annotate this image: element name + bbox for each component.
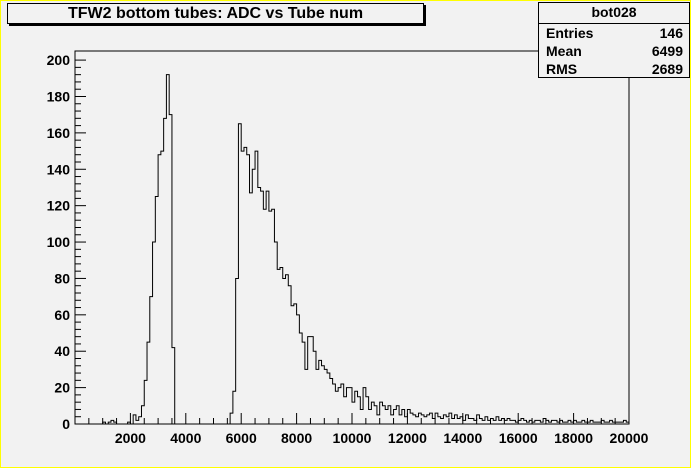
y-tick-label: 160: [47, 125, 71, 141]
stats-label: Entries: [546, 25, 594, 41]
y-tick-label: 80: [54, 270, 70, 286]
y-tick-label: 40: [54, 343, 70, 359]
stats-histogram-name: bot028: [539, 3, 689, 24]
x-tick-label: 8000: [281, 430, 312, 446]
y-tick-label: 200: [47, 52, 71, 68]
stats-row-rms: RMS 2689: [539, 60, 689, 78]
stats-value: 6499: [651, 43, 683, 59]
stats-box: bot028 Entries 146 Mean 6499 RMS 2689: [538, 2, 690, 78]
y-tick-label: 140: [47, 161, 71, 177]
x-tick-label: 14000: [443, 430, 482, 446]
x-tick-label: 2000: [115, 430, 146, 446]
histogram-line: [75, 74, 629, 425]
x-tick-label: 10000: [333, 430, 372, 446]
stats-value: 146: [659, 25, 683, 41]
plot-frame: [74, 50, 630, 425]
y-tick-label: 20: [54, 380, 70, 396]
y-tick-label: 100: [47, 234, 71, 250]
stats-value: 2689: [651, 61, 683, 77]
stats-row-entries: Entries 146: [539, 24, 689, 42]
x-tick-label: 4000: [170, 430, 201, 446]
y-tick-label: 60: [54, 307, 70, 323]
x-tick-label: 12000: [388, 430, 427, 446]
stats-label: Mean: [546, 43, 582, 59]
y-tick-label: 120: [47, 198, 71, 214]
x-tick-label: 18000: [554, 430, 593, 446]
x-tick-label: 20000: [610, 430, 649, 446]
stats-label: RMS: [546, 61, 578, 77]
chart-title: TFW2 bottom tubes: ADC vs Tube num: [7, 3, 424, 24]
x-tick-label: 16000: [499, 430, 538, 446]
x-tick-label: 6000: [226, 430, 257, 446]
y-tick-label: 180: [47, 88, 71, 104]
stats-row-mean: Mean 6499: [539, 42, 689, 60]
y-tick-label: 0: [62, 416, 70, 432]
